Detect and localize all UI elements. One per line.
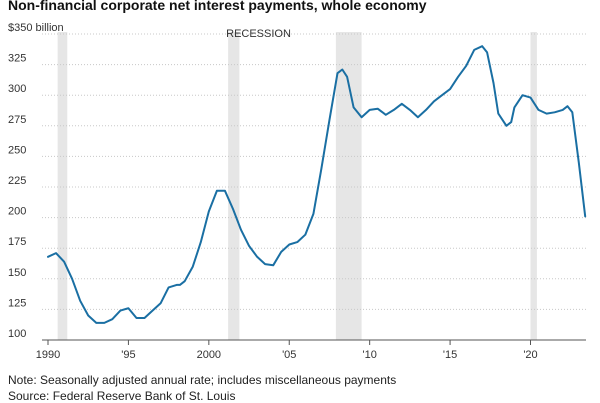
recession-label: RECESSION — [226, 28, 291, 40]
recession-bands — [57, 32, 537, 340]
y-tick-label-125: 125 — [8, 297, 26, 309]
chart-source: Source: Federal Reserve Bank of St. Loui… — [8, 389, 236, 403]
y-tick-label-300: 300 — [8, 83, 26, 95]
y-tick-label-150: 150 — [8, 267, 26, 279]
chart-note: Note: Seasonally adjusted annual rate; i… — [8, 373, 397, 387]
y-tick-label-275: 275 — [8, 114, 26, 126]
x-tick-label-2000: 2000 — [197, 349, 221, 361]
series-line — [47, 45, 587, 324]
y-tick-label-200: 200 — [8, 206, 26, 218]
recession-band-2 — [335, 32, 362, 340]
recession-band-0 — [57, 32, 68, 340]
gridlines — [42, 33, 586, 341]
x-tick-label-1995: '95 — [121, 349, 135, 361]
y-tick-label-250: 250 — [8, 144, 26, 156]
y-tick-label-325: 325 — [8, 53, 26, 65]
x-tick-label-2005: '05 — [282, 349, 296, 361]
recession-band-1 — [228, 32, 240, 340]
x-tick-label-2010: '10 — [362, 349, 376, 361]
recession-band-3 — [530, 32, 537, 340]
y-tick-label-175: 175 — [8, 236, 26, 248]
y-tick-label-350: $350 billion — [8, 22, 64, 34]
y-tick-label-100: 100 — [8, 328, 26, 340]
x-axis-ticks: 1990 '95 2000 '05 '10 '15 '20 — [36, 340, 538, 361]
y-tick-label-225: 225 — [8, 175, 26, 187]
x-tick-label-2015: '15 — [443, 349, 457, 361]
y-axis-ticks: 100 125 150 175 200 225 250 275 300 325 $350 billi… — [8, 22, 64, 340]
x-tick-label-2020: '20 — [523, 349, 537, 361]
chart-title: Non-financial corporate net interest pay… — [8, 0, 427, 13]
x-tick-label-1990: 1990 — [36, 349, 60, 361]
